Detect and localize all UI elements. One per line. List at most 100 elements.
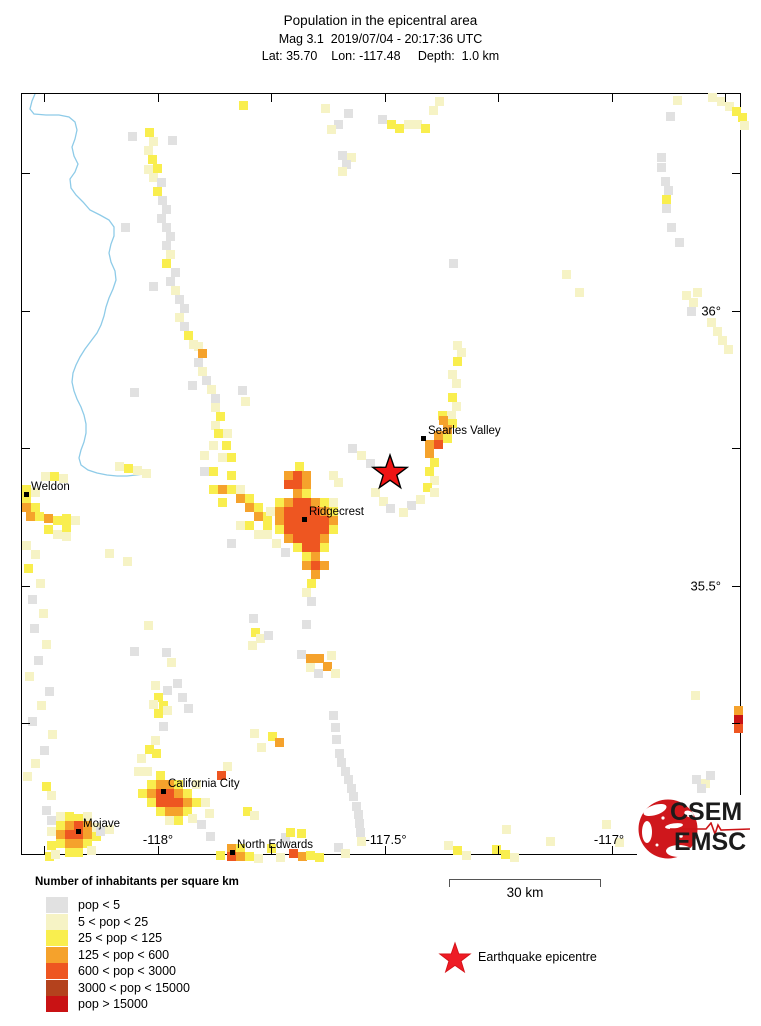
population-cell [311, 498, 320, 507]
population-cell [492, 845, 501, 854]
population-cell [96, 827, 105, 836]
population-cell [257, 743, 266, 752]
population-cell [338, 167, 347, 176]
population-cell [40, 746, 49, 755]
population-cell [251, 628, 260, 637]
population-cell [44, 514, 53, 523]
lat-tick [732, 173, 740, 174]
population-cell [250, 729, 259, 738]
population-cell [329, 525, 338, 534]
population-cell [457, 348, 466, 357]
population-cell [320, 516, 329, 525]
lat-tick [732, 586, 740, 587]
population-cell [284, 480, 293, 489]
population-cell [166, 277, 175, 286]
population-cell [311, 516, 320, 525]
population-cell [264, 631, 273, 640]
population-cell [708, 93, 717, 102]
epicenter-legend-label: Earthquake epicentre [478, 950, 597, 964]
population-cell [227, 844, 236, 853]
population-cell [320, 561, 329, 570]
legend-class-label: pop > 15000 [78, 997, 148, 1011]
population-cell [320, 507, 329, 516]
population-cell [53, 516, 62, 525]
population-cell [145, 745, 154, 754]
population-cell [327, 125, 336, 134]
lon-tick [498, 846, 499, 854]
population-cell [439, 416, 448, 425]
population-cell [662, 195, 671, 204]
population-cell [314, 669, 323, 678]
population-cell [24, 564, 33, 573]
population-cell [366, 459, 375, 468]
population-cell [174, 789, 183, 798]
legend-swatch [46, 897, 68, 913]
latitude-label: 35.5° [690, 578, 721, 594]
population-cell [717, 97, 726, 106]
scale-bar-left-tick [449, 879, 450, 887]
lat-lon-depth-line: Lat: 35.70 Lon: -117.48 Depth: 1.0 km [261, 49, 500, 63]
population-cell [62, 523, 71, 532]
population-cell [311, 525, 320, 534]
population-cell [56, 830, 65, 839]
population-cell [223, 762, 232, 771]
population-cell [302, 552, 311, 561]
population-cell [216, 851, 225, 860]
population-cell [284, 507, 293, 516]
population-cell [218, 453, 227, 462]
legend-title: Number of inhabitants per square km [35, 876, 239, 888]
population-cell [105, 549, 114, 558]
population-cell [151, 736, 160, 745]
magnitude-datetime-line: Mag 3.1 2019/07/04 - 20:17:36 UTC [278, 32, 483, 46]
population-cell [275, 498, 284, 507]
population-cell [378, 115, 387, 124]
population-cell [344, 775, 353, 784]
population-cell [138, 789, 147, 798]
population-cell [275, 525, 284, 534]
population-cell [42, 806, 51, 815]
population-cell [510, 853, 519, 862]
population-cell [413, 120, 422, 129]
population-cell [65, 830, 74, 839]
lon-tick [725, 94, 726, 102]
legend-swatch [46, 946, 68, 963]
population-cell [34, 656, 43, 665]
population-cell [83, 821, 92, 830]
population-cell [147, 780, 156, 789]
population-cell [256, 634, 265, 643]
population-cell [602, 820, 611, 829]
earthquake-epicenter-star [371, 453, 409, 490]
population-cell [306, 851, 315, 860]
population-cell [320, 498, 329, 507]
population-cell [36, 579, 45, 588]
population-cell [302, 525, 311, 534]
lat-tick [732, 448, 740, 449]
population-cell [53, 530, 62, 539]
population-cell [331, 723, 340, 732]
population-cell [352, 802, 361, 811]
population-cell [331, 669, 340, 678]
population-cell [200, 467, 209, 476]
population-cell [194, 342, 203, 351]
population-cell [227, 539, 236, 548]
population-cell [51, 850, 60, 859]
population-cell [293, 534, 302, 543]
population-cell [105, 825, 114, 834]
population-cell [71, 516, 80, 525]
population-cell [302, 534, 311, 543]
population-cell [26, 512, 35, 521]
population-cell [664, 186, 673, 195]
population-cell [245, 852, 254, 861]
population-cell [184, 331, 193, 340]
population-cell [153, 164, 162, 173]
population-cell [302, 471, 311, 480]
population-cell [174, 780, 183, 789]
city-label: Ridgecrest [309, 506, 364, 518]
population-cell [216, 412, 225, 421]
population-cell [133, 466, 142, 475]
population-cell [156, 807, 165, 816]
population-cell [263, 512, 272, 521]
population-cell [47, 791, 56, 800]
population-cell [302, 480, 311, 489]
city-label: North Edwards [237, 839, 314, 851]
